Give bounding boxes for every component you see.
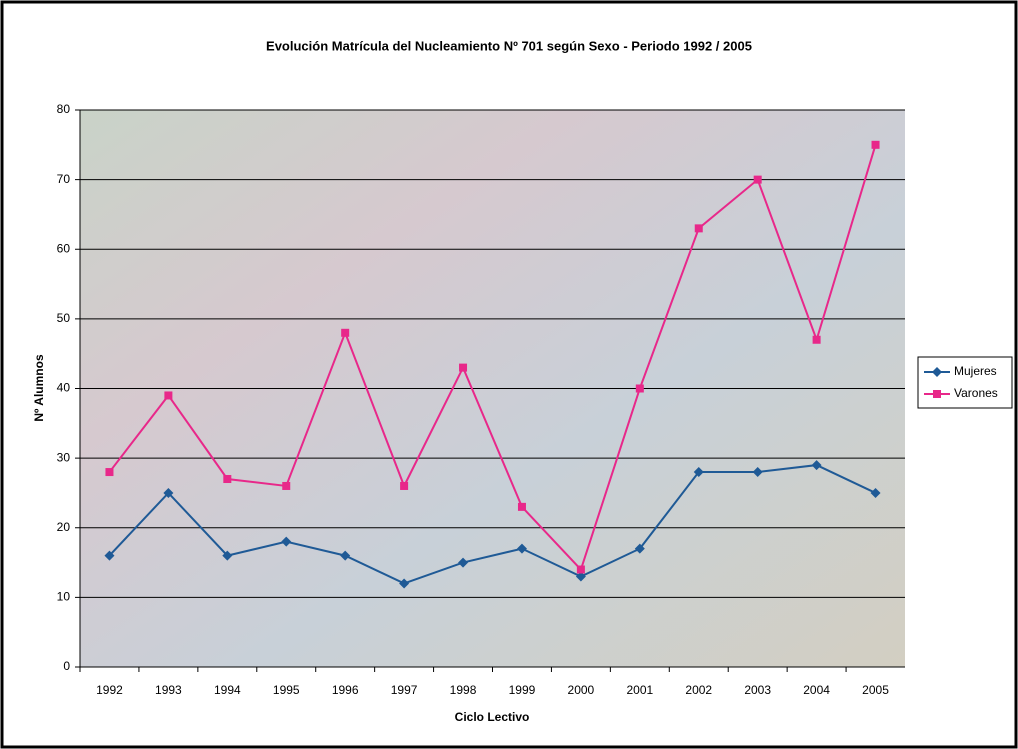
data-point xyxy=(811,460,822,471)
x-tick-label: 2000 xyxy=(568,683,595,697)
y-tick-label: 0 xyxy=(63,659,70,673)
y-tick-label: 30 xyxy=(57,450,71,464)
data-point xyxy=(575,571,586,582)
legend-label: Varones xyxy=(954,386,998,400)
x-tick-label: 1993 xyxy=(155,683,182,697)
data-point xyxy=(635,384,644,393)
y-tick-label: 20 xyxy=(57,520,71,534)
data-point xyxy=(693,467,704,478)
data-point xyxy=(104,550,115,561)
data-point xyxy=(105,468,114,477)
data-point xyxy=(281,536,292,547)
data-point xyxy=(223,475,232,484)
legend-box xyxy=(917,356,1013,409)
legend-marker xyxy=(933,390,941,398)
data-point xyxy=(871,140,880,149)
x-tick-label: 1992 xyxy=(96,683,123,697)
y-tick-label: 70 xyxy=(57,172,71,186)
x-tick-label: 1996 xyxy=(332,683,359,697)
data-point xyxy=(341,328,350,337)
y-tick-label: 80 xyxy=(57,102,71,116)
data-point xyxy=(634,543,645,554)
data-point xyxy=(282,481,291,490)
data-point xyxy=(694,224,703,233)
data-point xyxy=(459,363,468,372)
x-tick-label: 2002 xyxy=(685,683,712,697)
data-point xyxy=(222,550,233,561)
data-point xyxy=(576,565,585,574)
data-point xyxy=(516,543,527,554)
x-tick-label: 2001 xyxy=(626,683,653,697)
data-point xyxy=(163,487,174,498)
x-tick-label: 2005 xyxy=(862,683,889,697)
series-line xyxy=(108,144,877,572)
y-tick-label: 60 xyxy=(57,241,71,255)
y-tick-label: 40 xyxy=(57,381,71,395)
data-point xyxy=(458,557,469,568)
data-point xyxy=(870,487,881,498)
legend-label: Mujeres xyxy=(954,364,997,378)
data-point xyxy=(752,467,763,478)
chart-title: Evolución Matrícula del Nucleamiento Nº … xyxy=(266,38,752,53)
series-line xyxy=(108,464,876,585)
x-tick-label: 2004 xyxy=(803,683,830,697)
y-tick-label: 50 xyxy=(57,311,71,325)
data-point xyxy=(753,175,762,184)
x-tick-label: 1994 xyxy=(214,683,241,697)
y-tick-label: 10 xyxy=(57,590,71,604)
x-axis-label: Ciclo Lectivo xyxy=(455,710,530,724)
x-tick-label: 1995 xyxy=(273,683,300,697)
x-tick-label: 2003 xyxy=(744,683,771,697)
data-point xyxy=(399,578,410,589)
x-tick-label: 1999 xyxy=(509,683,536,697)
y-axis-label: Nº Alumnos xyxy=(32,354,46,422)
data-point xyxy=(400,481,409,490)
data-point xyxy=(164,391,173,400)
legend-marker xyxy=(932,367,942,377)
x-tick-label: 1997 xyxy=(391,683,418,697)
data-point xyxy=(517,502,526,511)
x-tick-label: 1998 xyxy=(450,683,477,697)
data-point xyxy=(340,550,351,561)
data-point xyxy=(812,335,821,344)
